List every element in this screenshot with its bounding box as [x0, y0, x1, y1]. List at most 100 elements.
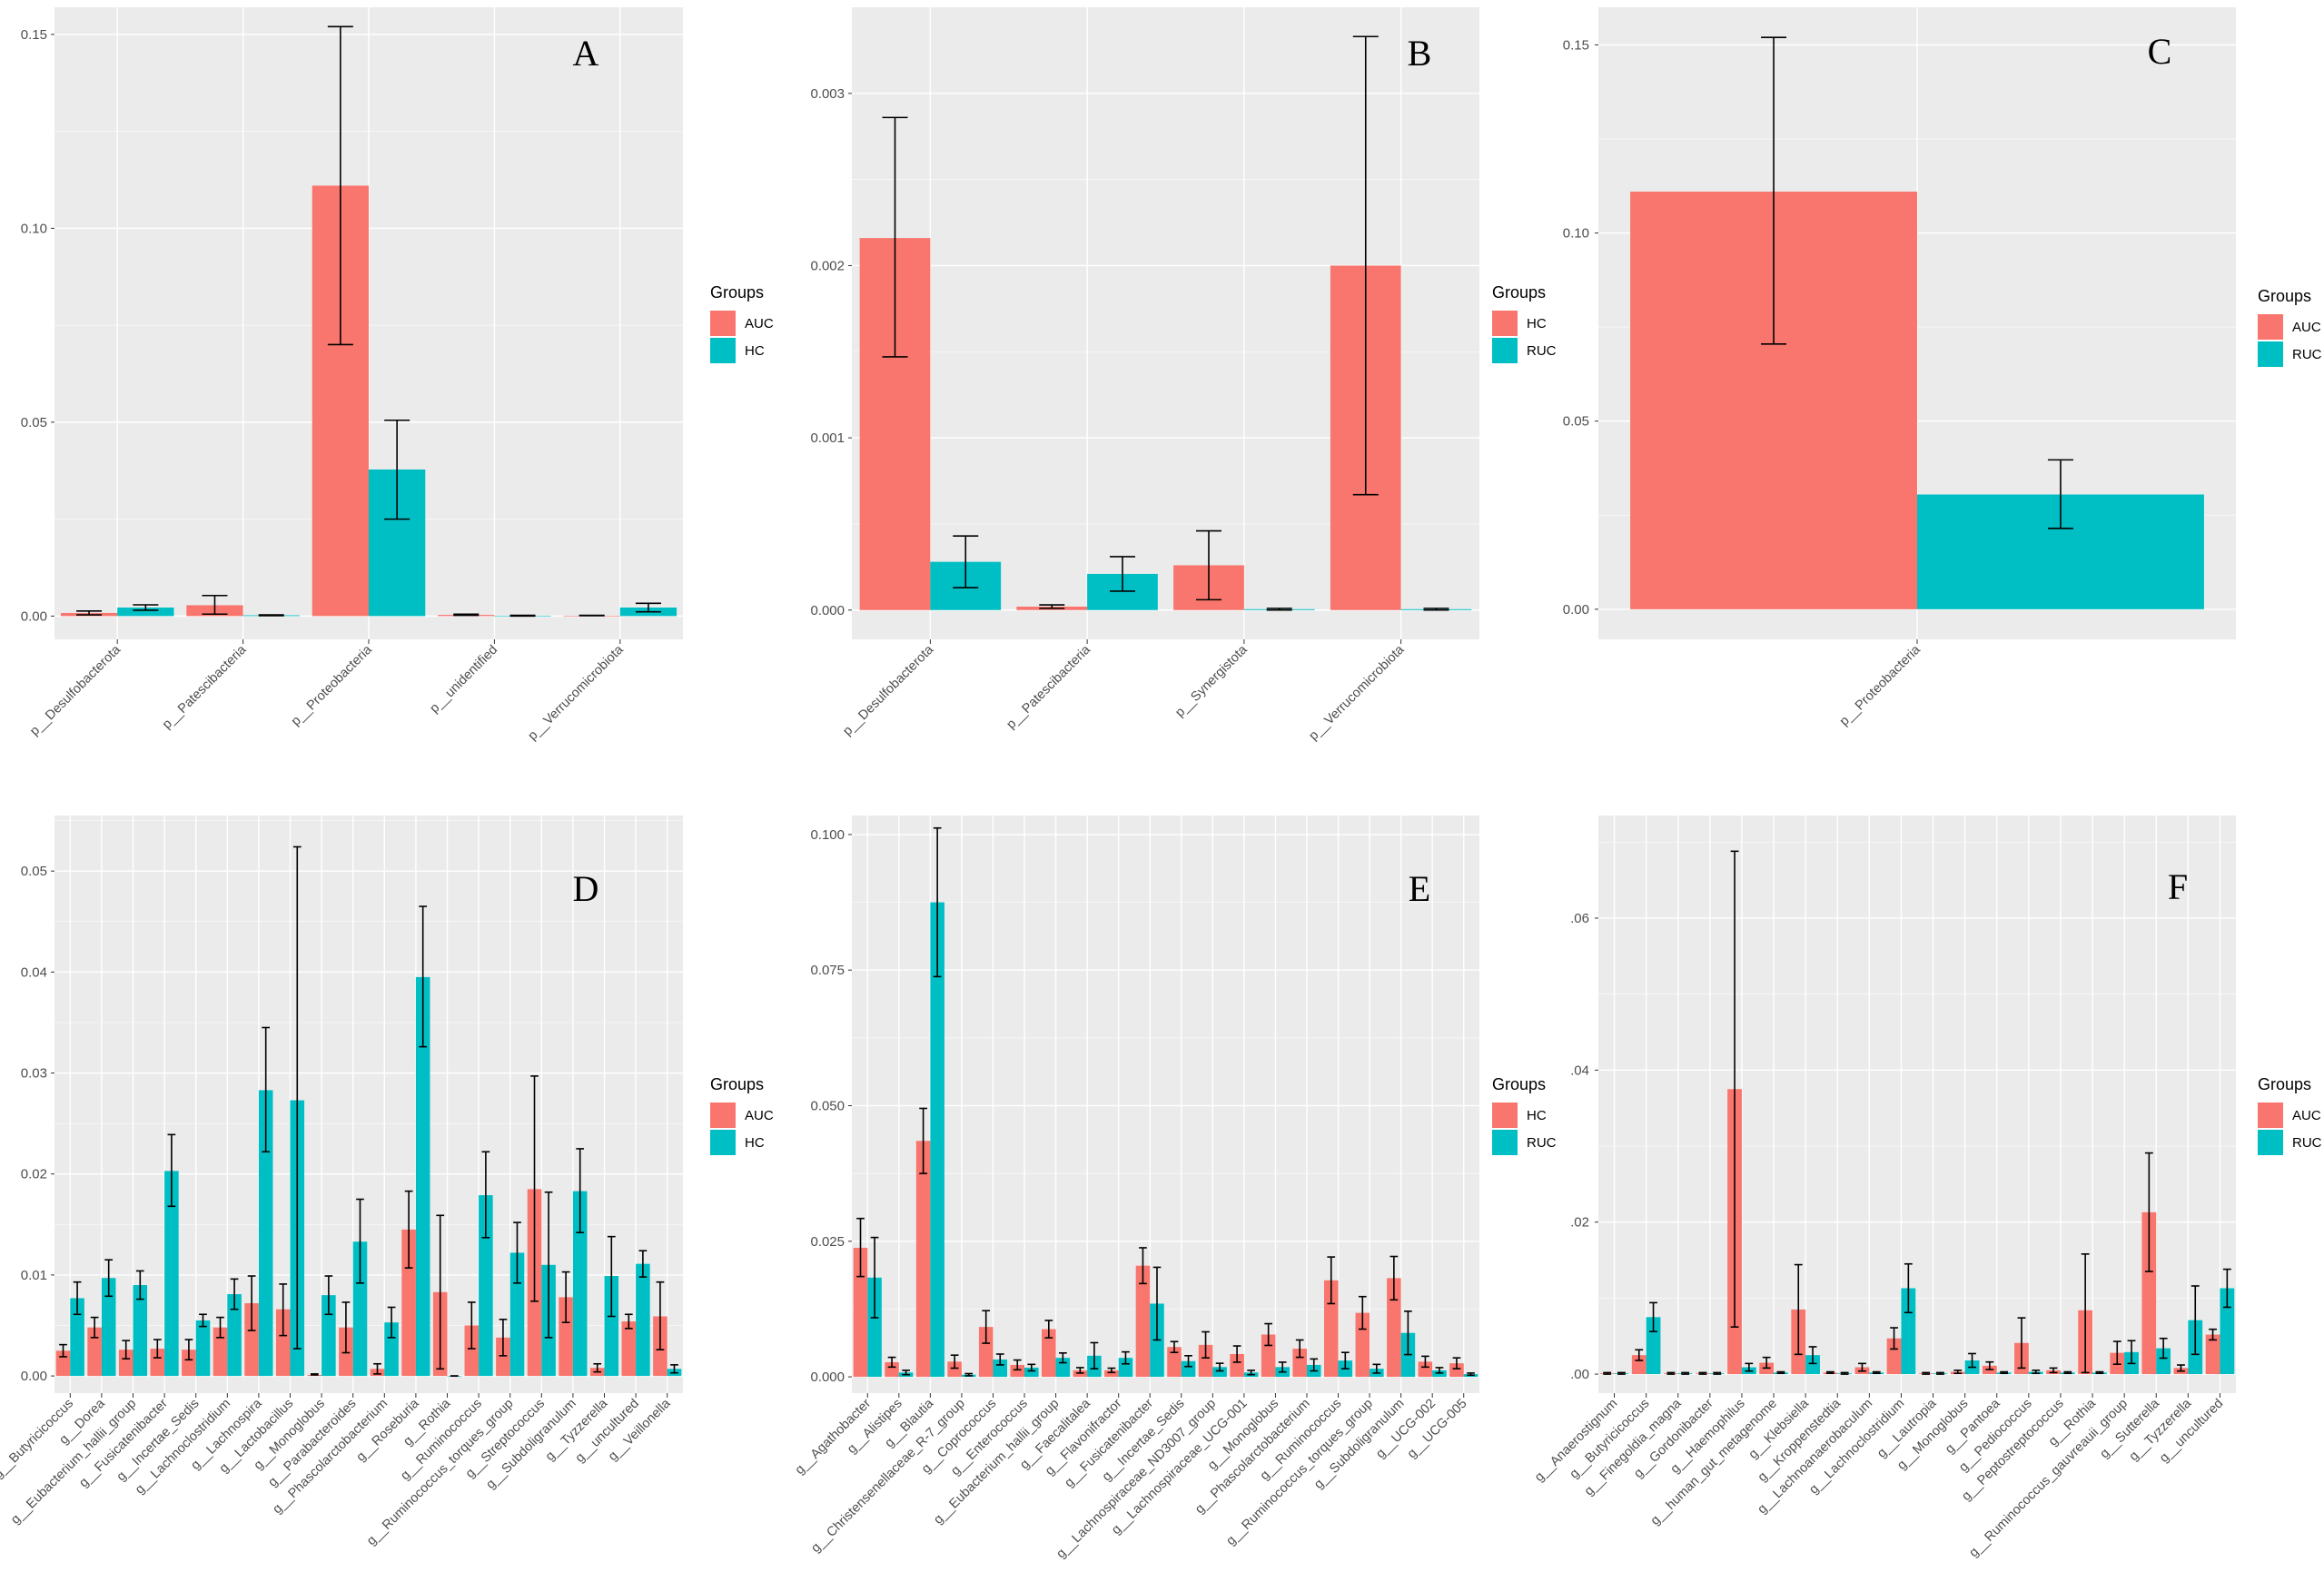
y-tick-label: 0.10: [21, 221, 47, 236]
legend-swatch-ruc: [2258, 341, 2283, 367]
x-tick-label: p__Desulfobacterota: [840, 642, 937, 739]
legend-title: Groups: [2258, 287, 2311, 305]
legend-swatch-auc: [2258, 314, 2283, 340]
y-tick-label: 0.000: [810, 603, 845, 618]
x-tick-label: p__Verrucomicrobiota: [526, 642, 628, 744]
x-tick-label: g__Eubacterium_hallii_group: [8, 1397, 139, 1528]
legend-label-hc: HC: [745, 1135, 765, 1151]
legend-label-auc: AUC: [2292, 320, 2321, 335]
error-bar-hc: [259, 615, 284, 616]
legend-swatch-ruc: [2258, 1130, 2283, 1155]
y-tick-label: 0.05: [21, 864, 47, 879]
x-tick-label: p__Proteobacteria: [289, 642, 376, 729]
x-tick-label: p__Proteobacteria: [1837, 642, 1924, 729]
y-tick-label: .00: [1570, 1367, 1589, 1382]
y-tick-label: .06: [1570, 911, 1589, 926]
legend-label-hc: HC: [1527, 1108, 1547, 1123]
y-tick-label: 0.15: [1563, 37, 1589, 53]
legend-label-auc: AUC: [2292, 1108, 2321, 1123]
legend-label-auc: AUC: [745, 1108, 774, 1123]
chart-panel-f: .00 .02 .04 .06 g__Anaerostignumg__Butyricic…: [1532, 816, 2322, 1560]
x-tick-label: p__Synergistota: [1172, 642, 1251, 720]
legend-swatch-hc: [1492, 311, 1518, 336]
x-tick-labels: p__Desulfobacterota p__Patescibacteria p__…: [840, 642, 1408, 744]
legend: Groups HC RUC: [1492, 1075, 1557, 1155]
y-tick-label: 0.05: [21, 415, 47, 430]
y-tick-label: 0.00: [1563, 602, 1589, 618]
legend-label-ruc: RUC: [2292, 1135, 2322, 1151]
error-bar-auc: [453, 614, 479, 615]
legend-title: Groups: [1492, 1075, 1546, 1093]
x-tick-labels: g__Agathobacterg__Alistipesg__Blautiag__…: [793, 1396, 1470, 1561]
panel-letter: E: [1409, 868, 1430, 909]
y-tick-label: 0.00: [21, 608, 47, 624]
y-tick-label: 0.03: [21, 1066, 47, 1082]
y-tick-label: 0.001: [810, 430, 845, 446]
legend-title: Groups: [710, 283, 764, 302]
chart-panel-c: 0.000.050.100.15p__ProteobacteriaCGroups…: [1563, 7, 2322, 729]
chart-panel-e: 0.000 0.025 0.050 0.075 0.100 g__Agathobacter…: [793, 816, 1557, 1561]
legend-swatch-ruc: [1492, 1130, 1518, 1155]
legend-swatch-hc: [1492, 1103, 1518, 1128]
error-bar-auc: [311, 1374, 319, 1375]
x-tick-labels: p__Proteobacteria: [1837, 642, 1924, 729]
legend: Groups AUC RUC: [2258, 287, 2322, 367]
y-tick-label: 0.05: [1563, 414, 1589, 430]
bar-hc: [196, 1320, 211, 1376]
y-tick-label: .02: [1570, 1215, 1589, 1231]
y-tick-label: 0.002: [810, 258, 845, 273]
legend: Groups AUC RUC: [2258, 1075, 2322, 1155]
legend-title: Groups: [1492, 283, 1546, 302]
panel-letter: D: [573, 868, 599, 909]
legend-label-ruc: RUC: [1527, 1135, 1557, 1151]
legend: Groups AUC HC: [710, 1075, 774, 1155]
y-tick-label: 0.050: [810, 1098, 845, 1113]
legend-title: Groups: [710, 1075, 764, 1093]
panel-letter: B: [1408, 33, 1432, 74]
legend-swatch-ruc: [1492, 338, 1518, 363]
legend-swatch-hc: [710, 1130, 736, 1155]
legend: Groups AUC HC: [710, 283, 774, 363]
legend-swatch-auc: [710, 1103, 736, 1128]
y-tick-label: 0.01: [21, 1268, 47, 1283]
legend-title: Groups: [2258, 1075, 2311, 1093]
x-tick-labels: g__Butyricicoccusg__Doreag__Eubacterium_…: [0, 1396, 674, 1548]
y-tick-label: 0.15: [21, 27, 47, 43]
y-tick-label: 0.02: [21, 1167, 47, 1182]
y-tick-label: 0.025: [810, 1234, 845, 1250]
y-tick-label: .04: [1570, 1063, 1589, 1078]
legend-swatch-hc: [710, 338, 736, 363]
panel-letter: F: [2168, 866, 2188, 907]
x-tick-label: p__unidentified: [427, 643, 500, 717]
legend-swatch-auc: [710, 311, 736, 336]
y-tick-label: 0.100: [810, 827, 845, 843]
x-tick-label: p__Verrucomicrobiota: [1306, 642, 1408, 744]
error-bar-hc: [510, 616, 536, 617]
y-tick-label: 0.003: [810, 86, 845, 102]
y-tick-label: 0.00: [21, 1369, 47, 1384]
y-tick-label: 0.04: [21, 964, 47, 980]
x-tick-label: p__Desulfobacterota: [27, 642, 124, 739]
legend-label-ruc: RUC: [1527, 343, 1557, 359]
legend-label-auc: AUC: [745, 316, 774, 331]
legend-label-hc: HC: [1527, 316, 1547, 331]
y-tick-label: 0.075: [810, 963, 845, 978]
panel-letter: A: [573, 33, 599, 74]
x-tick-labels: p__Desulfobacterota p__Patescibacteria p__…: [27, 642, 627, 744]
plot-background: [1598, 816, 2236, 1393]
legend: Groups HC RUC: [1492, 283, 1557, 363]
legend-label-ruc: RUC: [2292, 347, 2322, 362]
y-tick-label: 0.000: [810, 1370, 845, 1385]
chart-panel-a: 0.00 0.05 0.10 0.15 p__Desulfobacterota p__Pa…: [21, 7, 774, 744]
bar-auc: [622, 1321, 637, 1376]
y-tick-label: 0.10: [1563, 226, 1589, 242]
legend-label-hc: HC: [745, 343, 765, 359]
x-tick-label: p__Patescibacteria: [1004, 642, 1093, 732]
x-tick-labels: g__Anaerostignumg__Butyricicoccusg__Fine…: [1532, 1396, 2226, 1560]
bar-hc: [636, 1264, 650, 1376]
x-tick-label: p__Patescibacteria: [160, 642, 250, 732]
bar-hc: [916, 1141, 931, 1377]
